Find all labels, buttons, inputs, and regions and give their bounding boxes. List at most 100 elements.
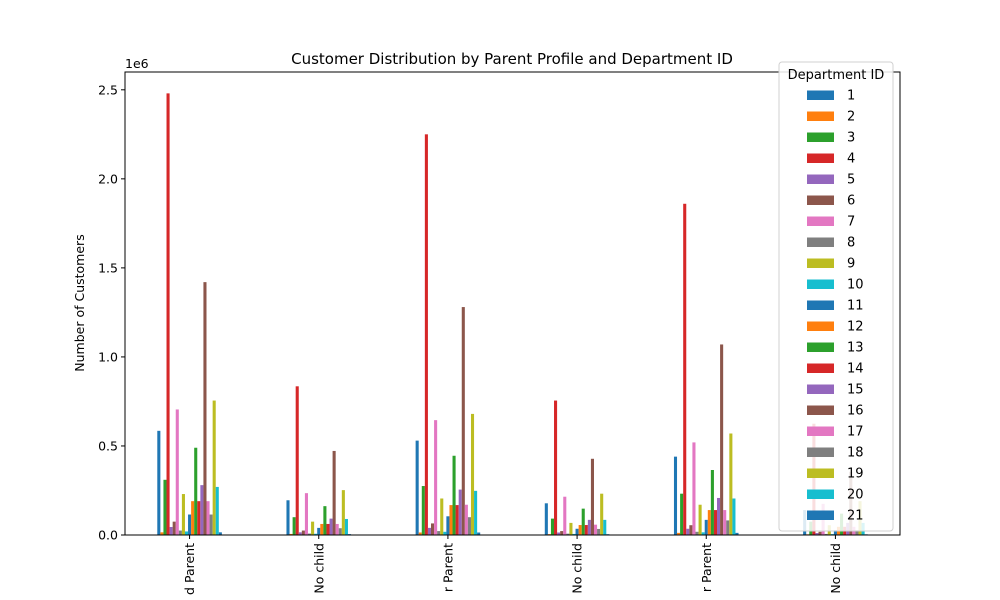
bar-dept-21-cat-4 bbox=[735, 532, 739, 535]
legend-box bbox=[778, 61, 894, 532]
bar-dept-20-cat-3 bbox=[603, 519, 607, 535]
bar-dept-6-cat-5 bbox=[818, 531, 822, 535]
bar-dept-10-cat-1 bbox=[314, 533, 318, 535]
bar-dept-4-cat-2 bbox=[424, 134, 428, 536]
bar-dept-16-cat-3 bbox=[590, 458, 594, 535]
bar-dept-20-cat-0 bbox=[215, 486, 219, 535]
bar-dept-16-cat-4 bbox=[720, 344, 724, 535]
bar-dept-2-cat-2 bbox=[418, 532, 422, 535]
bar-dept-1-cat-1 bbox=[286, 500, 290, 535]
bar-dept-5-cat-3 bbox=[557, 532, 561, 535]
legend-swatch-15 bbox=[807, 384, 834, 394]
legend-swatch-13 bbox=[807, 342, 834, 352]
x-tick-label: r Parent bbox=[699, 543, 714, 592]
bar-dept-3-cat-4 bbox=[680, 493, 684, 535]
bar-dept-3-cat-2 bbox=[421, 486, 425, 535]
bar-dept-7-cat-0 bbox=[175, 409, 179, 535]
bar-dept-8-cat-4 bbox=[695, 531, 699, 535]
bar-dept-14-cat-1 bbox=[326, 523, 330, 535]
y-axis-title: Number of Customers bbox=[72, 234, 87, 371]
legend-swatch-18 bbox=[807, 447, 834, 457]
bar-dept-10-cat-4 bbox=[701, 532, 705, 535]
legend-swatch-20 bbox=[807, 489, 834, 499]
bar-dept-5-cat-4 bbox=[686, 528, 690, 535]
x-tick-label: r Parent bbox=[440, 543, 455, 592]
bar-dept-4-cat-3 bbox=[554, 400, 558, 535]
bar-dept-16-cat-1 bbox=[332, 450, 336, 535]
bar-dept-5-cat-0 bbox=[169, 526, 173, 535]
bar-dept-1-cat-4 bbox=[673, 456, 678, 535]
bar-dept-9-cat-2 bbox=[440, 498, 444, 535]
y-tick-label: 1.0 bbox=[98, 349, 118, 364]
bar-dept-17-cat-3 bbox=[593, 524, 598, 535]
bar-dept-18-cat-0 bbox=[209, 514, 213, 535]
legend-label-9: 9 bbox=[847, 257, 855, 272]
legend-label-14: 14 bbox=[847, 362, 864, 377]
bar-dept-11-cat-0 bbox=[188, 514, 192, 535]
bar-dept-2-cat-0 bbox=[160, 532, 164, 535]
bar-dept-17-cat-4 bbox=[723, 510, 727, 535]
x-tick-label: No child bbox=[311, 543, 326, 594]
bar-dept-15-cat-3 bbox=[587, 519, 591, 535]
legend-label-17: 17 bbox=[847, 425, 864, 440]
legend-swatch-2 bbox=[807, 111, 834, 121]
legend-label-12: 12 bbox=[847, 320, 864, 335]
legend-swatch-8 bbox=[807, 237, 834, 247]
bar-dept-10-cat-3 bbox=[572, 533, 576, 535]
bar-dept-12-cat-3 bbox=[578, 525, 582, 535]
bar-dept-5-cat-2 bbox=[427, 527, 432, 535]
bar-dept-11-cat-1 bbox=[317, 527, 321, 535]
bar-dept-13-cat-1 bbox=[323, 506, 327, 535]
bar-dept-13-cat-4 bbox=[710, 470, 714, 535]
plot-frame bbox=[124, 71, 901, 536]
legend-swatch-6 bbox=[807, 195, 834, 205]
legend-swatch-17 bbox=[807, 426, 834, 436]
bar-dept-18-cat-5 bbox=[855, 530, 859, 535]
bar-dept-7-cat-2 bbox=[434, 420, 438, 535]
bar-dept-19-cat-4 bbox=[729, 433, 733, 535]
legend-swatch-5 bbox=[807, 174, 834, 184]
bar-dept-4-cat-1 bbox=[295, 386, 299, 535]
legend-label-4: 4 bbox=[847, 152, 855, 167]
y-tick-label: 0.5 bbox=[98, 438, 118, 453]
legend-label-8: 8 bbox=[847, 236, 855, 251]
bar-dept-1-cat-0 bbox=[157, 430, 161, 535]
bar-dept-17-cat-0 bbox=[206, 501, 210, 535]
bar-dept-11-cat-5 bbox=[833, 530, 837, 535]
bar-dept-19-cat-3 bbox=[600, 493, 604, 535]
legend-swatch-10 bbox=[807, 279, 834, 289]
legend-label-11: 11 bbox=[847, 299, 864, 314]
bar-dept-12-cat-1 bbox=[320, 523, 324, 535]
legend-label-2: 2 bbox=[847, 110, 855, 125]
bar-dept-14-cat-0 bbox=[197, 501, 201, 535]
bar-dept-14-cat-3 bbox=[584, 525, 588, 535]
bar-dept-4-cat-4 bbox=[683, 203, 687, 535]
legend-label-20: 20 bbox=[847, 488, 864, 503]
legend-label-19: 19 bbox=[847, 467, 864, 482]
legend-swatch-16 bbox=[807, 405, 834, 415]
bar-dept-20-cat-1 bbox=[344, 518, 348, 535]
bar-dept-8-cat-5 bbox=[824, 533, 828, 535]
bar-dept-3-cat-1 bbox=[292, 517, 296, 535]
bar-dept-19-cat-1 bbox=[341, 490, 345, 535]
bar-dept-14-cat-2 bbox=[455, 505, 459, 535]
bar-dept-3-cat-0 bbox=[163, 479, 167, 535]
legend-label-1: 1 bbox=[847, 89, 855, 104]
bar-dept-21-cat-2 bbox=[477, 532, 481, 535]
legend-label-21: 21 bbox=[847, 509, 864, 524]
bar-dept-7-cat-1 bbox=[304, 493, 308, 535]
legend-label-18: 18 bbox=[847, 446, 864, 461]
bar-dept-11-cat-4 bbox=[704, 519, 708, 535]
bar-dept-13-cat-0 bbox=[194, 447, 198, 535]
y-axis-multiplier: 1e6 bbox=[125, 56, 149, 71]
legend-swatch-12 bbox=[807, 321, 834, 331]
legend-label-16: 16 bbox=[847, 404, 864, 419]
bar-dept-9-cat-1 bbox=[311, 521, 315, 535]
legend-swatch-11 bbox=[807, 300, 834, 310]
bar-dept-18-cat-1 bbox=[338, 528, 342, 535]
bar-dept-18-cat-4 bbox=[726, 520, 730, 535]
legend-swatch-19 bbox=[807, 468, 834, 478]
bar-dept-15-cat-0 bbox=[200, 485, 204, 535]
legend-swatch-1 bbox=[807, 90, 834, 100]
bar-dept-7-cat-4 bbox=[692, 442, 696, 535]
